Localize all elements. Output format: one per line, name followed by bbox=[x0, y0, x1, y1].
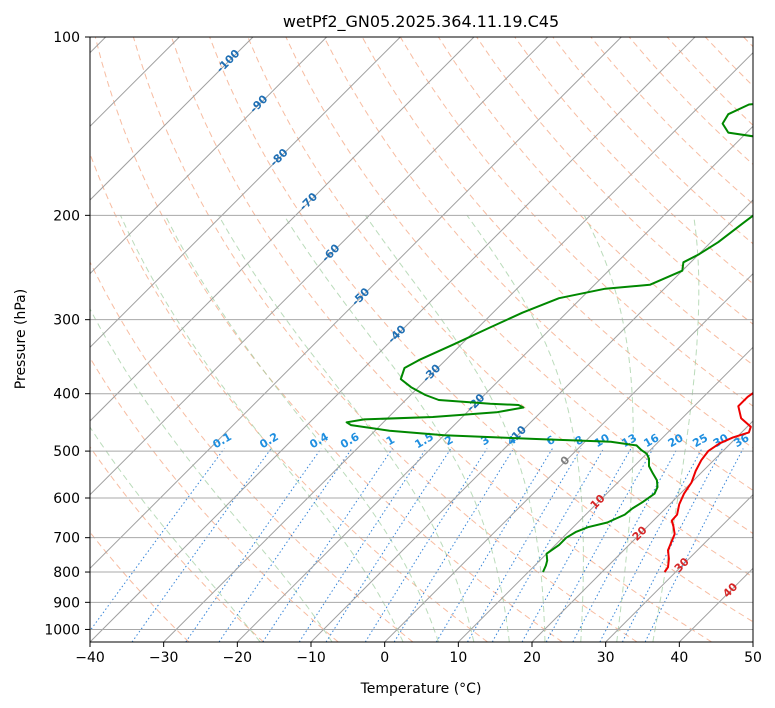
mixing-ratio-line bbox=[393, 448, 515, 642]
moist-adiabat-line bbox=[120, 215, 404, 642]
isotherm-line bbox=[90, 37, 254, 201]
y-tick-label: 600 bbox=[53, 491, 80, 507]
y-tick-label: 400 bbox=[53, 387, 80, 403]
moist-adiabat-line bbox=[652, 215, 700, 642]
dry-adiabat-line bbox=[323, 37, 753, 491]
isotherm-line bbox=[457, 346, 753, 642]
mixing-ratio-line bbox=[131, 448, 272, 642]
profile-series bbox=[345, 103, 753, 573]
dry-adiabat-line bbox=[171, 37, 712, 642]
y-axis-ticks: 100 200 300 400 500 600 700 800 900 1000 bbox=[44, 30, 90, 638]
dewpoint-profile-line bbox=[345, 103, 753, 573]
x-tick-label: 0 bbox=[380, 650, 389, 666]
dry-adiabat-line bbox=[476, 37, 753, 325]
background-lines bbox=[90, 37, 753, 642]
x-tick-label: 50 bbox=[744, 650, 762, 666]
dry-adiabat-line bbox=[209, 37, 753, 623]
moist-adiabat-line bbox=[283, 215, 510, 642]
isotherm-line bbox=[236, 125, 753, 642]
isotherm-line bbox=[90, 37, 475, 422]
moist-adiabat-line bbox=[466, 215, 584, 642]
y-tick-label: 700 bbox=[53, 531, 80, 547]
dry-adiabat-line bbox=[132, 37, 638, 642]
y-tick-label: 800 bbox=[53, 565, 80, 581]
mixing-ratio-line bbox=[298, 448, 427, 642]
mixing-ratio-line bbox=[572, 448, 678, 642]
plot-frame bbox=[89, 36, 754, 643]
dry-adiabat-line bbox=[247, 37, 753, 578]
dry-adiabat-line bbox=[285, 37, 753, 535]
isotherm-line bbox=[90, 37, 622, 570]
x-tick-label: −30 bbox=[149, 650, 179, 666]
isotherm-line bbox=[310, 199, 753, 642]
mixing-ratio-line bbox=[218, 448, 353, 642]
y-tick-label: 300 bbox=[53, 313, 80, 329]
isotherm-line bbox=[531, 420, 753, 642]
isotherm-line bbox=[90, 37, 696, 642]
isotherm-line bbox=[90, 37, 549, 496]
dry-adiabat-line bbox=[514, 37, 753, 285]
y-tick-label: 100 bbox=[53, 30, 80, 46]
isotherm-line bbox=[90, 37, 401, 349]
x-tick-label: −10 bbox=[296, 650, 326, 666]
y-tick-label: 900 bbox=[53, 595, 80, 611]
dry-adiabat-line bbox=[90, 356, 339, 642]
mixing-ratio-line bbox=[599, 448, 703, 642]
moist-adiabat-line bbox=[218, 215, 475, 642]
isotherm-line bbox=[90, 37, 328, 275]
dry-adiabat-line bbox=[90, 446, 264, 642]
moist-adiabat-line bbox=[364, 215, 546, 642]
y-axis-label: Pressure (hPa) bbox=[13, 289, 29, 389]
isotherm-line bbox=[605, 493, 753, 642]
mixing-ratio-line bbox=[364, 448, 488, 642]
mixing-ratio-line bbox=[467, 448, 582, 642]
x-tick-label: −20 bbox=[223, 650, 253, 666]
moist-adiabat-line bbox=[90, 308, 333, 642]
x-tick-label: −40 bbox=[75, 650, 105, 666]
chart-title: wetPf2_GN05.2025.364.11.19.C45 bbox=[283, 12, 559, 32]
mixing-ratio-line bbox=[262, 448, 393, 642]
x-axis-label: Temperature (°C) bbox=[360, 681, 482, 697]
moist-adiabat-line bbox=[583, 215, 634, 642]
x-tick-label: 40 bbox=[670, 650, 688, 666]
x-axis-ticks: −40 −30 −20 −10 0 10 20 30 40 50 bbox=[75, 642, 762, 666]
mixing-ratio-line bbox=[90, 448, 225, 632]
temperature-profile-line bbox=[663, 391, 753, 573]
mixing-ratio-line bbox=[491, 448, 605, 642]
isotherm-line bbox=[384, 272, 753, 642]
y-tick-label: 200 bbox=[53, 208, 80, 224]
moist-adiabat-line bbox=[164, 215, 439, 642]
dry-adiabat-line bbox=[94, 37, 563, 642]
x-tick-label: 30 bbox=[597, 650, 615, 666]
y-tick-label: 500 bbox=[53, 444, 80, 460]
dry-adiabat-line bbox=[90, 260, 414, 642]
x-tick-label: 10 bbox=[449, 650, 467, 666]
mixing-ratio-line bbox=[325, 448, 452, 642]
moist-adiabat-line bbox=[90, 426, 261, 642]
x-tick-label: 20 bbox=[523, 650, 541, 666]
mixing-ratio-line bbox=[621, 448, 723, 642]
y-tick-label: 1000 bbox=[44, 622, 80, 638]
mixing-ratio-line bbox=[185, 448, 322, 642]
